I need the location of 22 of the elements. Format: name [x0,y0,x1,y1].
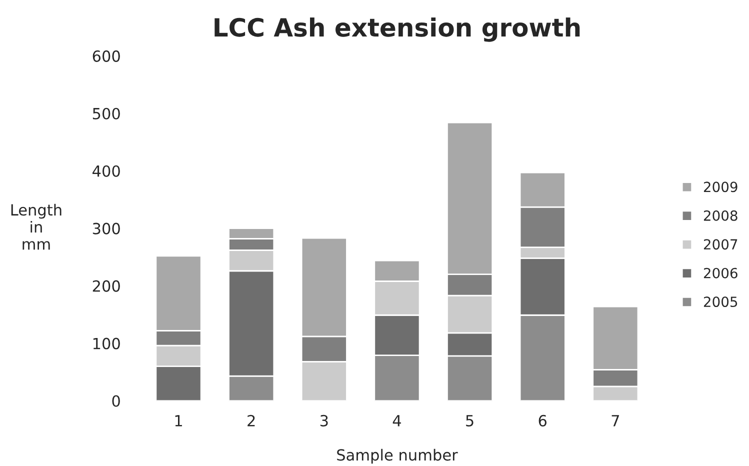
y-tick-label: 100 [93,338,120,350]
chart-title: LCC Ash extension growth [214,17,580,42]
legend-label: 2007 [704,239,738,250]
x-tick-label: 5 [466,415,474,426]
legend-label: 2006 [704,268,738,278]
x-tick-label: 4 [392,415,401,426]
y-tick-label: 600 [92,50,120,62]
y-tick-label: 200 [92,280,120,292]
y-axis-title: Length in mm [11,204,62,250]
y-tick-label: 0 [112,395,120,407]
x-tick-label: 6 [538,414,547,426]
legend-label: 2005 [704,296,738,308]
y-tick-label: 500 [92,108,120,120]
y-tick-label: 300 [92,222,120,234]
x-tick-label: 3 [320,414,328,426]
legend-label: 2008 [704,210,738,221]
legend-label: 2009 [704,182,738,192]
x-tick-label: 2 [248,414,255,426]
y-tick-label: 400 [92,165,120,177]
x-tick-label: 7 [612,415,619,426]
x-tick-label: 1 [175,415,182,426]
x-axis-title: Sample number [337,448,458,464]
